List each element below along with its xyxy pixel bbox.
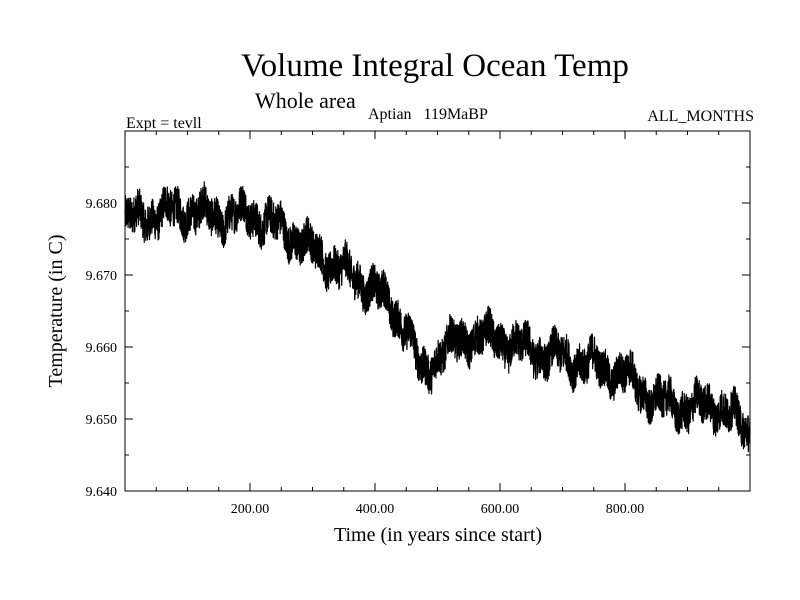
y-tick-label: 9.650 — [86, 413, 118, 428]
tick-group: 200.00 400.00 600.00 800.00 9.640 9.650 9.660 9… — [86, 131, 750, 517]
experiment-label: Expt = tevll — [126, 115, 202, 132]
series-line — [124, 181, 751, 453]
y-tick-label: 9.660 — [86, 341, 118, 356]
x-tick-label: 600.00 — [481, 502, 520, 517]
y-tick-label: 9.680 — [86, 197, 118, 212]
y-axis-label: Temperature (in C) — [45, 235, 67, 388]
plot-frame — [124, 130, 751, 492]
y-tick-label: 9.670 — [86, 269, 118, 284]
series-layer — [124, 181, 751, 453]
y-tick-label: 9.640 — [86, 485, 118, 500]
period-label: Aptian 119MaBP — [368, 106, 488, 123]
chart-subtitle: Whole area — [255, 88, 356, 113]
x-tick-label: 200.00 — [231, 502, 270, 517]
x-axis-label: Time (in years since start) — [334, 524, 542, 546]
x-tick-label: 400.00 — [356, 502, 395, 517]
chart-title: Volume Integral Ocean Temp — [241, 48, 629, 84]
months-label: ALL_MONTHS — [647, 108, 754, 125]
x-tick-label: 800.00 — [606, 502, 645, 517]
